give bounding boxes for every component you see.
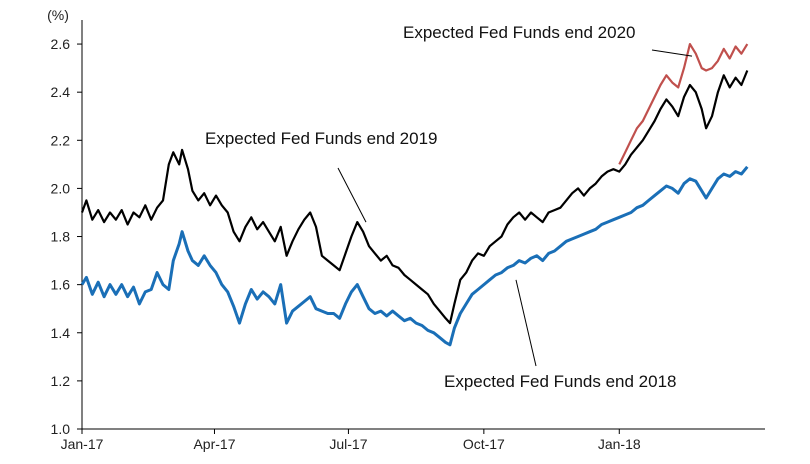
annotation-leader-line [651,49,693,57]
y-tick-label: 1.2 [51,373,71,389]
x-tick-label: Oct-17 [463,436,505,452]
series-lines [80,43,749,347]
y-tick-label: 2.2 [51,132,71,148]
series-line-end-2018 [80,165,749,347]
annotation-label: Expected Fed Funds end 2019 [205,129,438,148]
y-unit-label: (%) [47,7,69,23]
y-ticks: 1.0 1.2 1.4 1.6 1.8 2.0 2.2 2.4 2.6 [51,36,82,437]
x-tick-label: Jan-18 [598,436,641,452]
x-tick-label: Jan-17 [61,436,104,452]
y-tick-label: 2.0 [51,180,71,196]
annotation-leader-line [337,167,367,223]
annotation-label: Expected Fed Funds end 2020 [403,23,636,42]
y-tick-label: 2.4 [51,84,71,100]
series-line-end-2020 [618,43,749,165]
y-tick-label: 2.6 [51,36,71,52]
annotations: Expected Fed Funds end 2020 Expected Fed … [205,23,693,391]
y-tick-label: 1.6 [51,277,71,293]
y-tick-label: 1.4 [51,325,71,341]
axes [81,20,765,430]
x-tick-label: Apr-17 [193,436,235,452]
y-tick-label: 1.8 [51,229,71,245]
annotation-leader-line [515,279,537,367]
x-tick-label: Jul-17 [329,436,367,452]
annotation-label: Expected Fed Funds end 2018 [444,372,677,391]
series-line-end-2019 [80,70,749,325]
x-ticks: Jan-17 Apr-17 Jul-17 Oct-17 Jan-18 [61,429,641,452]
y-tick-label: 1.0 [51,421,71,437]
